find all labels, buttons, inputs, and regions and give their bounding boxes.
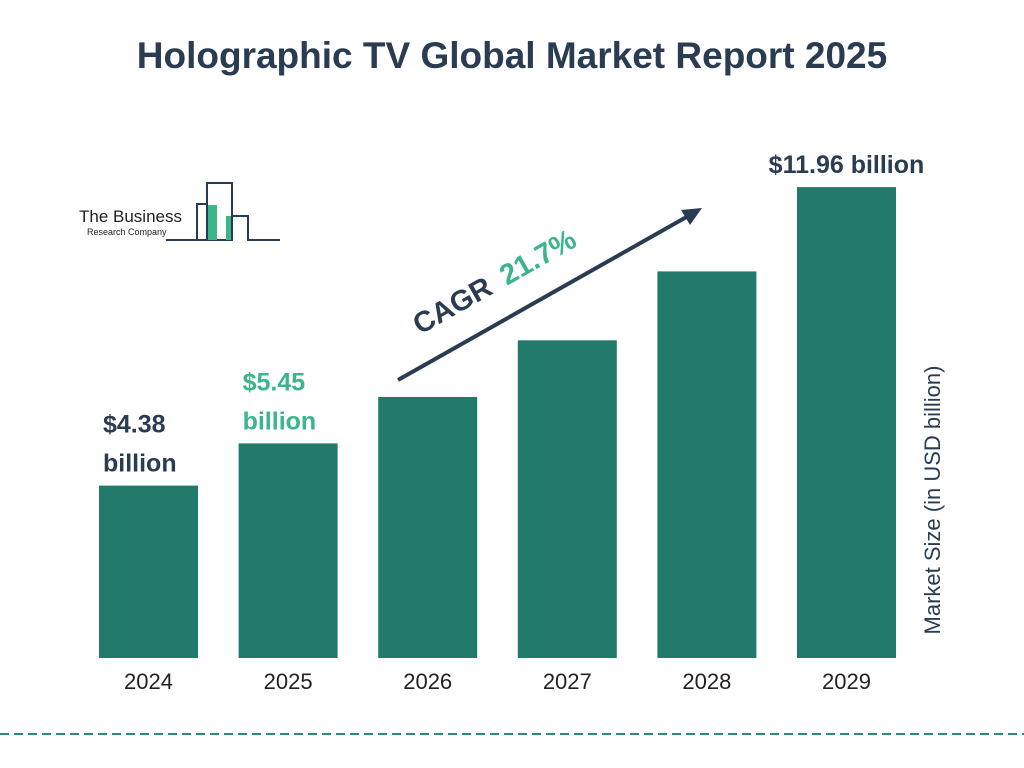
logo-building-left — [196, 203, 208, 241]
data-labels: $4.38 billion $5.45 billion $11.96 billion — [103, 151, 924, 478]
logo-subname: Research Company — [87, 227, 167, 237]
y-axis-label: Market Size (in USD billion) — [920, 366, 945, 635]
data-label-2029: $11.96 billion — [769, 151, 925, 179]
x-tick-label-2025: 2025 — [264, 669, 313, 694]
bar-2026 — [378, 397, 478, 658]
data-label-2025: $5.45 billion — [243, 368, 317, 435]
logo-building-accent — [208, 205, 217, 240]
bar-2025 — [238, 443, 338, 658]
data-label-2024: $4.38 billion — [103, 411, 177, 478]
x-tick-label-2027: 2027 — [543, 669, 592, 694]
chart-title: Holographic TV Global Market Report 2025 — [137, 35, 887, 76]
bar-2029 — [797, 187, 896, 658]
x-tick-label-2026: 2026 — [403, 669, 452, 694]
company-logo: The Business Research Company — [79, 182, 280, 241]
bar-2024 — [99, 485, 198, 658]
bar-2028 — [657, 271, 757, 658]
cagr-arrow-head-icon — [681, 208, 702, 225]
bar-2027 — [517, 340, 617, 658]
x-tick-label-2029: 2029 — [822, 669, 871, 694]
x-tick-labels: 2024 2025 2026 2027 2028 2029 — [124, 669, 871, 694]
bar-group — [99, 187, 896, 658]
logo-name: The Business — [79, 207, 182, 226]
cagr-arrow-line — [397, 213, 691, 382]
x-tick-label-2028: 2028 — [682, 669, 731, 694]
x-tick-label-2024: 2024 — [124, 669, 173, 694]
logo-building-accent-small — [226, 216, 233, 240]
logo-baseline — [231, 215, 280, 241]
